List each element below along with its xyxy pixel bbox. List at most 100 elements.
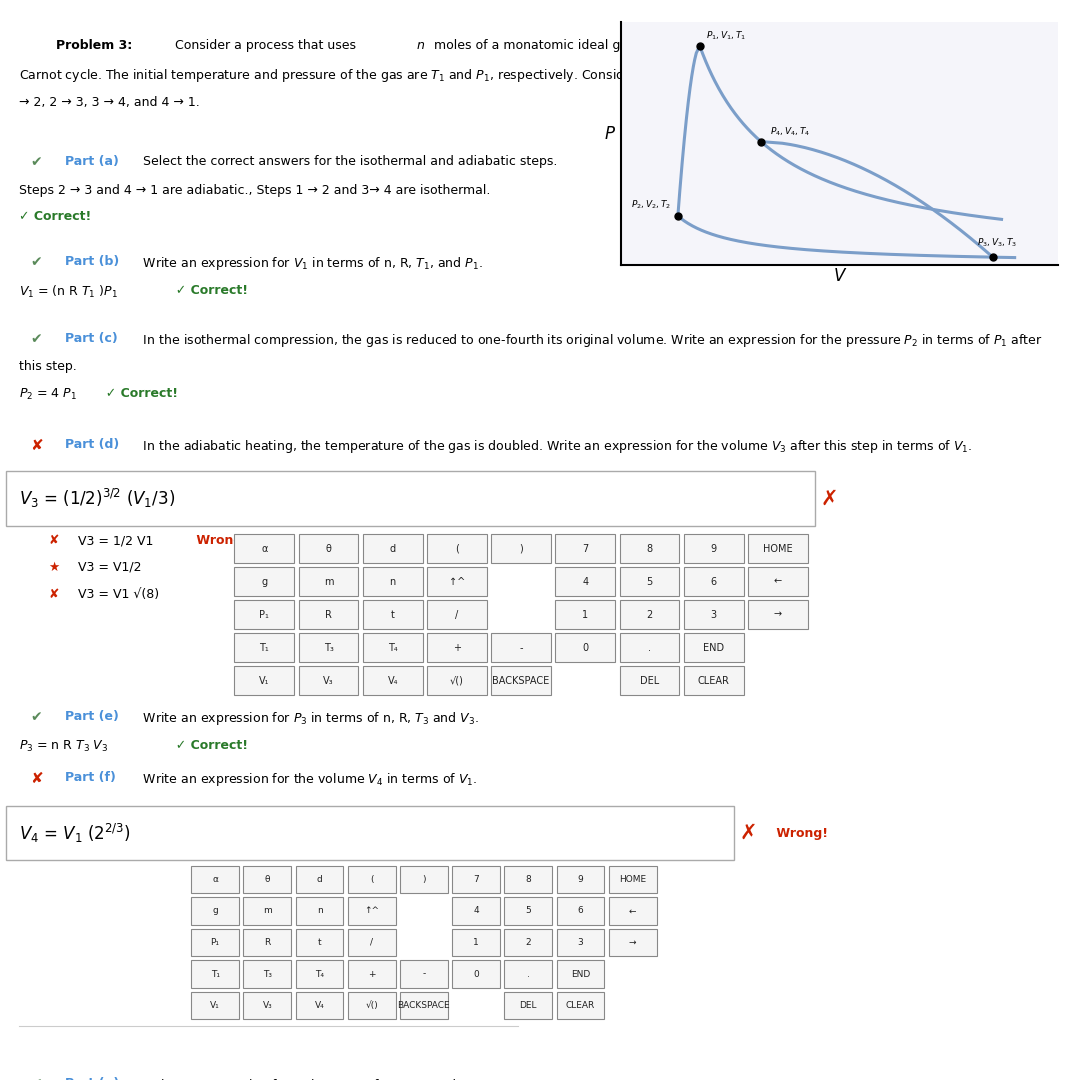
Text: θ: θ xyxy=(325,543,332,554)
FancyBboxPatch shape xyxy=(191,960,239,988)
Text: ✘: ✘ xyxy=(49,588,59,600)
Text: R: R xyxy=(325,610,332,620)
FancyBboxPatch shape xyxy=(684,633,744,662)
Text: Wrong!: Wrong! xyxy=(772,826,828,840)
FancyBboxPatch shape xyxy=(234,633,294,662)
Text: ✘: ✘ xyxy=(30,438,43,454)
Text: .: . xyxy=(527,970,529,978)
Text: 6: 6 xyxy=(578,906,583,916)
Text: Write an expression for $P_4$ in terms of n, R, $T_4$ and $V_4$.: Write an expression for $P_4$ in terms o… xyxy=(135,1077,478,1080)
Text: Part (g): Part (g) xyxy=(65,1077,119,1080)
FancyBboxPatch shape xyxy=(556,897,605,924)
FancyBboxPatch shape xyxy=(504,866,552,893)
Text: T₃: T₃ xyxy=(262,970,272,978)
Text: V3 = V1 √(8): V3 = V1 √(8) xyxy=(78,588,159,600)
FancyBboxPatch shape xyxy=(427,633,487,662)
Text: t: t xyxy=(318,939,322,947)
Text: 8: 8 xyxy=(526,875,531,883)
FancyBboxPatch shape xyxy=(684,535,744,563)
Text: HOME: HOME xyxy=(619,875,646,883)
FancyBboxPatch shape xyxy=(191,866,239,893)
Text: $V_3$ = $(1/2)^{3/2}$ $(V_1/3)$: $V_3$ = $(1/2)^{3/2}$ $(V_1/3)$ xyxy=(19,487,176,510)
Y-axis label: $P$: $P$ xyxy=(604,125,616,143)
FancyBboxPatch shape xyxy=(296,960,343,988)
Text: /: / xyxy=(456,610,459,620)
FancyBboxPatch shape xyxy=(191,929,239,956)
FancyBboxPatch shape xyxy=(555,567,616,596)
Text: ✓ Correct!: ✓ Correct! xyxy=(167,284,248,297)
Point xyxy=(13,1020,26,1032)
Text: CLEAR: CLEAR xyxy=(698,676,730,686)
Text: BACKSPACE: BACKSPACE xyxy=(492,676,550,686)
Text: ✘: ✘ xyxy=(49,535,59,548)
Text: α: α xyxy=(261,543,268,554)
FancyBboxPatch shape xyxy=(556,960,605,988)
Text: ★: ★ xyxy=(49,561,59,573)
Text: ←: ← xyxy=(774,577,782,586)
FancyBboxPatch shape xyxy=(243,866,292,893)
Text: ✓ Correct!: ✓ Correct! xyxy=(19,211,92,224)
Text: R: R xyxy=(265,939,270,947)
FancyBboxPatch shape xyxy=(348,866,395,893)
Text: T₄: T₄ xyxy=(315,970,324,978)
FancyBboxPatch shape xyxy=(491,535,551,563)
Text: Steps 2 → 3 and 4 → 1 are adiabatic., Steps 1 → 2 and 3→ 4 are isothermal.: Steps 2 → 3 and 4 → 1 are adiabatic., St… xyxy=(19,184,490,197)
FancyBboxPatch shape xyxy=(453,897,500,924)
FancyBboxPatch shape xyxy=(298,567,359,596)
FancyBboxPatch shape xyxy=(296,866,343,893)
FancyBboxPatch shape xyxy=(684,567,744,596)
FancyBboxPatch shape xyxy=(609,897,657,924)
FancyBboxPatch shape xyxy=(363,633,422,662)
Text: $n$: $n$ xyxy=(416,39,424,52)
Text: BACKSPACE: BACKSPACE xyxy=(397,1001,450,1010)
Text: T₄: T₄ xyxy=(388,643,397,652)
Text: .: . xyxy=(648,643,651,652)
Text: Part (f): Part (f) xyxy=(65,771,116,784)
Text: T₁: T₁ xyxy=(211,970,219,978)
Text: $V_1$ = (n R $T_1$ )$P_1$: $V_1$ = (n R $T_1$ )$P_1$ xyxy=(19,284,119,300)
FancyBboxPatch shape xyxy=(363,535,422,563)
Text: 6: 6 xyxy=(711,577,717,586)
Text: ✔: ✔ xyxy=(30,332,42,346)
FancyBboxPatch shape xyxy=(348,929,395,956)
Text: 5: 5 xyxy=(646,577,652,586)
Text: ✓ Correct!: ✓ Correct! xyxy=(167,739,248,752)
FancyBboxPatch shape xyxy=(748,600,808,629)
Text: t: t xyxy=(391,610,394,620)
Text: /: / xyxy=(370,939,374,947)
Text: (: ( xyxy=(455,543,459,554)
FancyBboxPatch shape xyxy=(620,567,679,596)
FancyBboxPatch shape xyxy=(555,633,616,662)
FancyBboxPatch shape xyxy=(243,897,292,924)
Text: Write an expression for $P_3$ in terms of n, R, $T_3$ and $V_3$.: Write an expression for $P_3$ in terms o… xyxy=(135,711,478,727)
FancyBboxPatch shape xyxy=(555,535,616,563)
FancyBboxPatch shape xyxy=(296,991,343,1020)
FancyBboxPatch shape xyxy=(191,897,239,924)
Text: 0: 0 xyxy=(582,643,589,652)
Text: ↑^: ↑^ xyxy=(364,906,379,916)
Text: V₃: V₃ xyxy=(323,676,334,686)
FancyBboxPatch shape xyxy=(620,600,679,629)
Text: $V_4$ = $V_1$ $(2^{2/3})$: $V_4$ = $V_1$ $(2^{2/3})$ xyxy=(19,822,132,845)
FancyBboxPatch shape xyxy=(453,929,500,956)
Text: In the isothermal compression, the gas is reduced to one-fourth its original vol: In the isothermal compression, the gas i… xyxy=(135,332,1042,349)
FancyBboxPatch shape xyxy=(234,567,294,596)
Text: √(): √() xyxy=(365,1001,378,1010)
Text: Part (e): Part (e) xyxy=(65,711,119,724)
Text: HOME: HOME xyxy=(764,543,793,554)
Text: ✗: ✗ xyxy=(740,823,757,843)
FancyBboxPatch shape xyxy=(504,929,552,956)
FancyBboxPatch shape xyxy=(504,960,552,988)
FancyBboxPatch shape xyxy=(684,666,744,696)
Text: $P_1,V_1,T_1$: $P_1,V_1,T_1$ xyxy=(706,30,746,42)
Text: ✔: ✔ xyxy=(30,255,42,269)
FancyBboxPatch shape xyxy=(243,929,292,956)
Text: $P_3$ = n R $T_3$ $V_3$: $P_3$ = n R $T_3$ $V_3$ xyxy=(19,739,109,754)
Text: ): ) xyxy=(422,875,426,883)
FancyBboxPatch shape xyxy=(748,567,808,596)
Text: $P_3,V_3,T_3$: $P_3,V_3,T_3$ xyxy=(977,237,1017,248)
FancyBboxPatch shape xyxy=(298,535,359,563)
FancyBboxPatch shape xyxy=(427,567,487,596)
Text: 2: 2 xyxy=(646,610,652,620)
FancyBboxPatch shape xyxy=(491,633,551,662)
